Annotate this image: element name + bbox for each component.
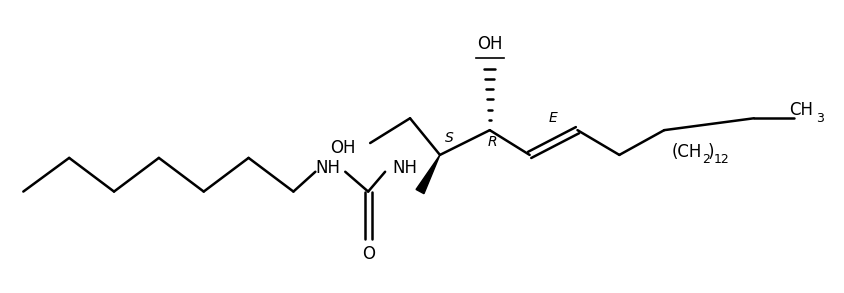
Text: OH: OH: [477, 35, 502, 53]
Text: E: E: [549, 111, 557, 125]
Text: CH: CH: [789, 101, 813, 119]
Text: NH: NH: [316, 159, 341, 177]
Polygon shape: [416, 155, 440, 194]
Text: 3: 3: [815, 112, 824, 125]
Text: R: R: [488, 135, 497, 149]
Text: OH: OH: [330, 139, 355, 157]
Text: O: O: [362, 245, 375, 263]
Text: (CH: (CH: [671, 143, 701, 161]
Text: ): ): [708, 143, 715, 161]
Text: S: S: [445, 131, 454, 145]
Text: NH: NH: [392, 159, 418, 177]
Text: 2: 2: [702, 153, 710, 166]
Text: 12: 12: [714, 153, 730, 166]
